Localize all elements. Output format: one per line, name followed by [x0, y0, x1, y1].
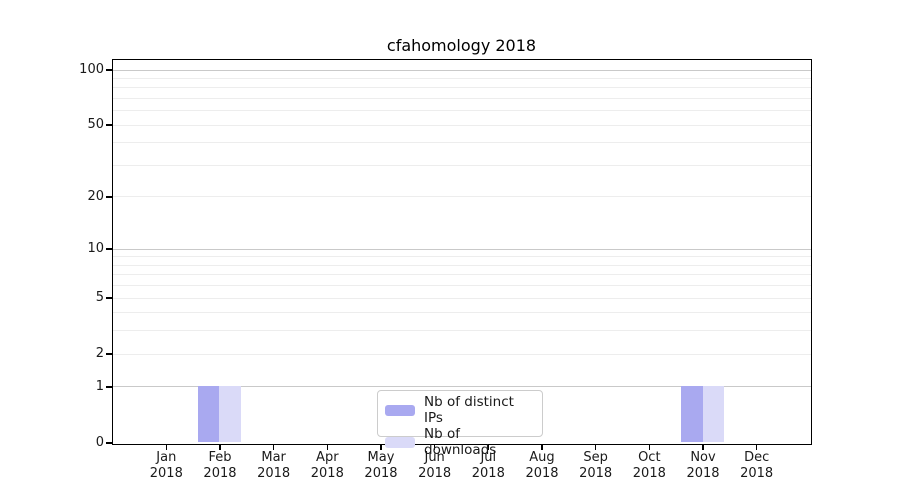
bar-distinct-ips [197, 386, 220, 443]
x-axis-tick [380, 444, 382, 450]
legend: Nb of distinct IPs Nb of downloads [377, 390, 543, 458]
x-axis-tick [326, 444, 329, 450]
minor-gridline [112, 312, 811, 314]
minor-gridline [112, 110, 811, 112]
y-axis-tick [106, 196, 113, 198]
y-axis-tick-label: 5 [95, 290, 104, 306]
bar-downloads [702, 386, 724, 443]
minor-gridline [112, 264, 811, 266]
y-axis-tick-label: 50 [87, 117, 104, 133]
y-axis-tick [106, 442, 113, 444]
x-axis-tick-label: Sep 2018 [579, 450, 613, 481]
minor-gridline [112, 256, 811, 258]
x-axis-tick [541, 444, 543, 450]
x-axis-tick [487, 444, 490, 450]
x-axis-tick-label: Jan 2018 [149, 450, 183, 481]
y-axis-tick [106, 69, 113, 71]
x-axis-tick [165, 444, 168, 450]
minor-gridline [112, 142, 811, 144]
x-axis-tick [594, 444, 597, 450]
minor-gridline [112, 164, 811, 166]
bar-distinct-ips [681, 386, 703, 443]
x-axis-tick [433, 444, 436, 450]
legend-item-downloads: Nb of downloads [385, 426, 536, 458]
minor-gridline [112, 353, 811, 355]
y-axis-tick [106, 297, 113, 299]
x-axis-tick [648, 444, 651, 450]
x-axis-tick-label: Jun 2018 [418, 450, 452, 481]
major-gridline [112, 386, 811, 388]
y-axis-tick [106, 124, 113, 126]
minor-gridline [112, 330, 811, 332]
x-axis-tick-label: Jul 2018 [471, 450, 505, 481]
y-axis-tick-label: 20 [87, 188, 104, 204]
minor-gridline [112, 274, 811, 276]
x-axis-tick-label: Dec 2018 [740, 450, 774, 481]
minor-gridline [112, 196, 811, 198]
legend-label-distinct-ips: Nb of distinct IPs [424, 394, 514, 426]
chart-title: cfahomology 2018 [386, 36, 537, 55]
minor-gridline [112, 77, 811, 79]
major-gridline [112, 248, 811, 250]
y-axis-tick-label: 1 [95, 378, 104, 394]
bar-downloads [219, 386, 241, 443]
x-axis-tick [219, 444, 221, 450]
legend-label-downloads: Nb of downloads [424, 426, 497, 458]
y-axis-tick [106, 248, 113, 250]
x-axis-tick-label: Oct 2018 [632, 450, 666, 481]
legend-swatch-distinct-ips [385, 404, 415, 416]
legend-item-distinct-ips: Nb of distinct IPs [385, 394, 536, 426]
minor-gridline [112, 124, 811, 126]
x-axis-tick [702, 444, 704, 450]
x-axis-tick-label: Apr 2018 [310, 450, 344, 481]
legend-swatch-downloads [385, 436, 415, 448]
x-axis-tick [272, 444, 275, 450]
y-axis-tick [106, 386, 113, 388]
x-axis-tick [755, 444, 758, 450]
plot-area [111, 58, 812, 445]
y-axis-tick-label: 0 [95, 435, 104, 450]
minor-gridline [112, 87, 811, 89]
x-axis-tick-label: Nov 2018 [686, 450, 720, 481]
y-axis-tick [106, 353, 113, 355]
y-axis-tick-label: 2 [95, 346, 104, 362]
y-axis-tick-label: 100 [79, 62, 104, 77]
minor-gridline [112, 97, 811, 99]
y-axis-tick-label: 10 [87, 241, 104, 257]
major-gridline [112, 69, 811, 71]
minor-gridline [112, 285, 811, 287]
x-axis-tick-label: Aug 2018 [525, 450, 559, 481]
x-axis-tick-label: May 2018 [364, 450, 398, 481]
x-axis-tick-label: Mar 2018 [257, 450, 291, 481]
x-axis-tick-label: Feb 2018 [203, 450, 237, 481]
minor-gridline [112, 297, 811, 299]
